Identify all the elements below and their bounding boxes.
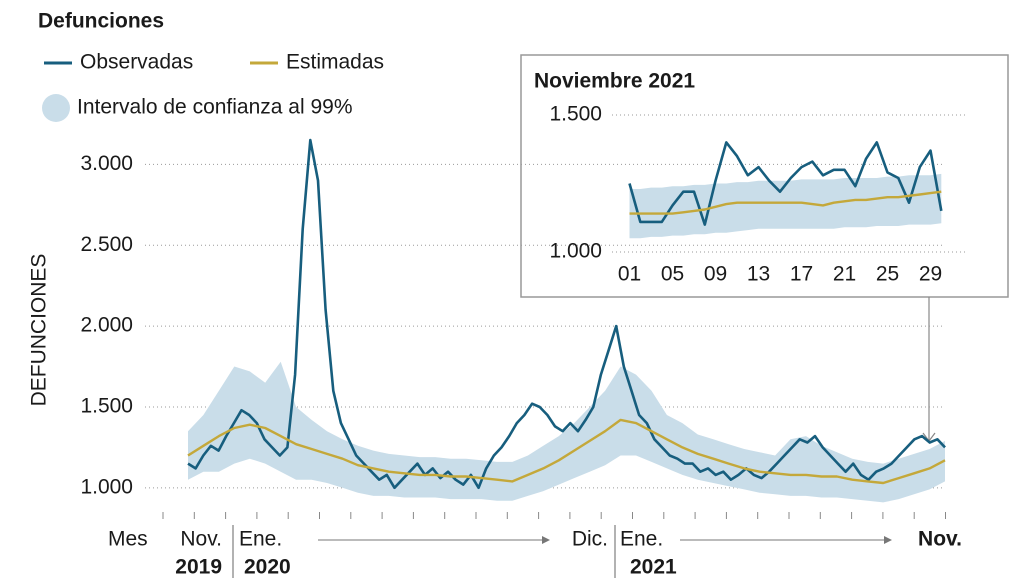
x-axis-label: Ene. <box>239 528 282 551</box>
x-axis-label: Nov. <box>180 528 222 551</box>
y-tick-label: 1.500 <box>549 103 602 126</box>
x-tick-label: 13 <box>747 263 770 286</box>
x-tick-label: 05 <box>661 263 684 286</box>
x-tick-label: 21 <box>833 263 856 286</box>
confidence-band <box>629 173 942 239</box>
x-axis-year: 2019 <box>175 556 222 578</box>
x-axis-label: Ene. <box>620 528 663 551</box>
estimated-line <box>187 418 946 485</box>
x-tick-label: 29 <box>919 263 942 286</box>
y-axis-label: DEFUNCIONES <box>28 254 51 407</box>
arrow-head <box>542 536 550 544</box>
y-tick-label: 1.000 <box>80 475 133 498</box>
legend-label: Observadas <box>80 51 193 74</box>
inset-title: Noviembre 2021 <box>534 70 695 93</box>
legend-label: Intervalo de confianza al 99% <box>77 96 353 119</box>
y-tick-label: 1.500 <box>80 395 133 418</box>
x-axis-year: 2021 <box>630 556 677 578</box>
observed-line <box>187 138 946 490</box>
confidence-band <box>188 361 945 503</box>
arrow-head <box>884 536 892 544</box>
x-axis-label: Dic. <box>572 528 608 551</box>
y-tick-label: 1.000 <box>549 240 602 263</box>
legend-label: Estimadas <box>286 51 384 74</box>
y-tick-label: 2.000 <box>80 314 133 337</box>
x-tick-label: 17 <box>790 263 813 286</box>
x-tick-label: 25 <box>876 263 899 286</box>
y-tick-label: 3.000 <box>80 152 133 175</box>
y-tick-label: 2.500 <box>80 233 133 256</box>
x-tick-label: 09 <box>704 263 727 286</box>
legend-title: Defunciones <box>38 10 164 33</box>
x-axis-label: Mes <box>108 528 148 551</box>
x-tick-label: 01 <box>618 263 641 286</box>
x-axis-year: 2020 <box>244 556 291 578</box>
legend-swatch <box>42 94 70 122</box>
estimated-line <box>629 190 942 215</box>
x-axis-label: Nov. <box>918 528 962 551</box>
observed-line <box>628 141 943 226</box>
